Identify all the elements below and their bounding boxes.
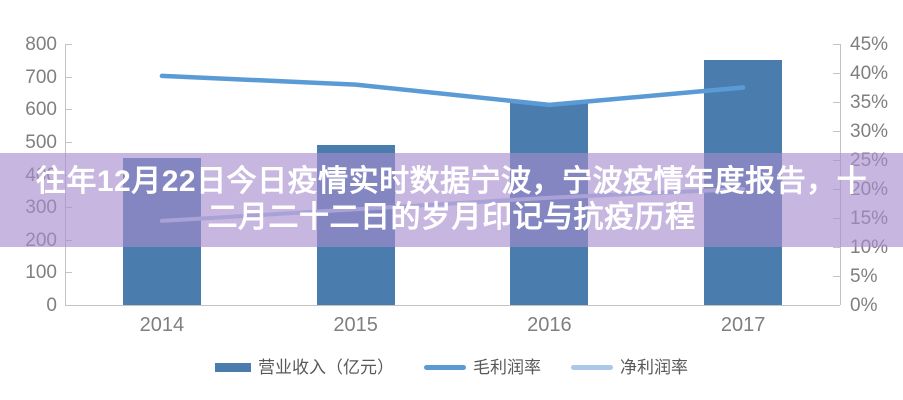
legend-item-0: 营业收入（亿元） bbox=[215, 359, 394, 376]
left-axis-tick-label: 700 bbox=[25, 66, 57, 88]
headline-line-2: 二月二十二日的岁月印记与抗疫历程 bbox=[207, 201, 696, 234]
right-axis-tick bbox=[833, 102, 840, 103]
right-axis-tick-label: 5% bbox=[850, 266, 878, 287]
legend-line-swatch-icon bbox=[424, 364, 466, 370]
chart-legend: 营业收入（亿元） 毛利润率 净利润率 bbox=[0, 352, 903, 382]
right-axis-tick-label: 40% bbox=[850, 63, 889, 84]
left-axis-tick bbox=[65, 76, 72, 78]
left-axis-tick-label: 600 bbox=[25, 99, 57, 121]
x-axis-label-2015: 2015 bbox=[333, 314, 378, 336]
right-axis-tick bbox=[833, 305, 840, 306]
right-axis-tick-label: 30% bbox=[850, 121, 889, 142]
right-axis-tick bbox=[833, 73, 840, 74]
legend-label: 营业收入（亿元） bbox=[258, 357, 394, 377]
left-axis-tick bbox=[65, 44, 72, 45]
headline-overlay-banner: 往年12月22日今日疫情实时数据宁波，宁波疫情年度报告，十 二月二十二日的岁月印… bbox=[0, 153, 903, 247]
right-axis-tick-label: 35% bbox=[850, 92, 889, 113]
legend-label: 毛利润率 bbox=[473, 357, 541, 377]
legend-item-2: 净利润率 bbox=[571, 359, 688, 376]
right-axis-tick bbox=[833, 247, 840, 248]
x-axis-label-2014: 2014 bbox=[139, 314, 185, 336]
right-axis-tick-label: 45% bbox=[850, 34, 889, 55]
left-axis-tick-label: 0 bbox=[46, 295, 57, 316]
left-axis-tick bbox=[65, 272, 72, 274]
legend-line-swatch-icon bbox=[571, 364, 613, 370]
legend-item-1: 毛利润率 bbox=[424, 359, 541, 376]
left-axis-tick bbox=[65, 141, 72, 143]
left-axis-tick bbox=[65, 305, 72, 306]
legend-label: 净利润率 bbox=[620, 357, 688, 377]
left-axis-tick bbox=[65, 109, 72, 111]
right-axis-tick-label: 0% bbox=[850, 295, 878, 316]
gross-margin-line bbox=[159, 73, 746, 108]
left-axis-tick-label: 500 bbox=[25, 131, 57, 153]
legend-bar-swatch-icon bbox=[215, 362, 251, 372]
left-axis-tick-label: 100 bbox=[25, 262, 57, 284]
x-axis-label-2017: 2017 bbox=[720, 314, 766, 336]
x-axis-label-2016: 2016 bbox=[527, 314, 572, 336]
left-axis-tick-label: 800 bbox=[25, 34, 57, 55]
headline-line-1: 往年12月22日今日疫情实时数据宁波，宁波疫情年度报告，十 bbox=[35, 165, 868, 198]
right-axis-tick bbox=[833, 44, 840, 45]
right-axis-tick bbox=[833, 276, 840, 277]
right-axis-tick bbox=[833, 131, 840, 132]
x-axis-line bbox=[65, 305, 840, 306]
